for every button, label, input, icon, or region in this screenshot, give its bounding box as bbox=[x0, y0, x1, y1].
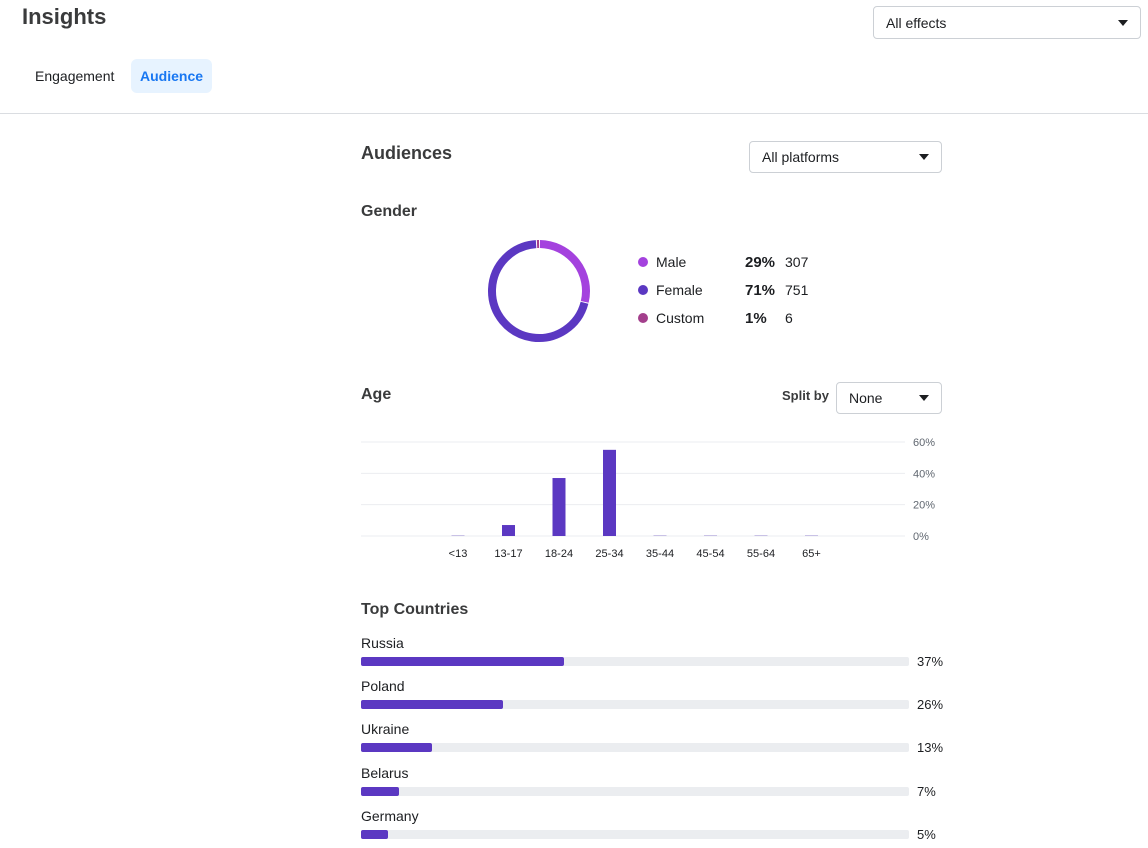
country-name: Ukraine bbox=[361, 721, 409, 737]
age-bar-chart: 60% 40% 20% 0% <13 13-17 18-24 25-34 35-44 45-54 5… bbox=[355, 432, 955, 567]
split-by-label: Split by bbox=[782, 388, 829, 403]
country-row: Russia 37% bbox=[361, 635, 951, 675]
legend-count: 751 bbox=[785, 282, 808, 298]
effects-select-value: All effects bbox=[886, 15, 946, 31]
country-bar-fill bbox=[361, 743, 432, 752]
y-tick-label: 20% bbox=[913, 500, 935, 512]
country-name: Poland bbox=[361, 678, 405, 694]
country-name: Belarus bbox=[361, 765, 408, 781]
chevron-down-icon bbox=[919, 154, 929, 160]
y-tick-label: 60% bbox=[913, 437, 935, 449]
x-tick-label: 45-54 bbox=[696, 548, 724, 560]
country-row: Germany 5% bbox=[361, 808, 951, 848]
country-percent: 7% bbox=[917, 784, 936, 799]
platforms-select-value: All platforms bbox=[762, 149, 839, 165]
legend-count: 307 bbox=[785, 254, 808, 270]
country-percent: 26% bbox=[917, 697, 943, 712]
age-bar bbox=[553, 478, 566, 536]
country-bar-fill bbox=[361, 830, 388, 839]
age-bar bbox=[452, 535, 465, 536]
country-name: Germany bbox=[361, 808, 419, 824]
age-bar bbox=[704, 535, 717, 536]
country-bar-fill bbox=[361, 700, 503, 709]
x-tick-label: 25-34 bbox=[595, 548, 623, 560]
x-tick-label: 18-24 bbox=[545, 548, 573, 560]
country-bar-track bbox=[361, 830, 909, 839]
y-tick-label: 0% bbox=[913, 531, 929, 543]
legend-percent: 29% bbox=[745, 254, 785, 271]
legend-label: Male bbox=[656, 254, 745, 270]
y-tick-label: 40% bbox=[913, 468, 935, 480]
country-bar-track bbox=[361, 787, 909, 796]
custom-dot bbox=[638, 313, 648, 323]
country-percent: 5% bbox=[917, 827, 936, 842]
country-bar-fill bbox=[361, 657, 564, 666]
legend-percent: 71% bbox=[745, 282, 785, 299]
legend-item-custom: Custom 1% 6 bbox=[638, 308, 793, 328]
tab-audience[interactable]: Audience bbox=[131, 59, 212, 93]
gender-title: Gender bbox=[361, 203, 417, 221]
donut-slice-male bbox=[540, 244, 586, 302]
gender-donut-chart bbox=[484, 240, 594, 344]
country-percent: 13% bbox=[917, 740, 943, 755]
age-bar bbox=[654, 535, 667, 536]
page-title: Insights bbox=[22, 4, 106, 30]
country-bar-track bbox=[361, 743, 909, 752]
age-bar bbox=[805, 535, 818, 536]
legend-item-female: Female 71% 751 bbox=[638, 280, 808, 300]
platforms-select[interactable]: All platforms bbox=[749, 141, 942, 173]
audiences-title: Audiences bbox=[361, 143, 452, 164]
legend-item-male: Male 29% 307 bbox=[638, 252, 808, 272]
country-row: Belarus 7% bbox=[361, 765, 951, 805]
tab-engagement[interactable]: Engagement bbox=[23, 59, 126, 93]
x-tick-label: 55-64 bbox=[747, 548, 775, 560]
country-row: Poland 26% bbox=[361, 678, 951, 718]
legend-label: Female bbox=[656, 282, 745, 298]
age-title: Age bbox=[361, 386, 391, 404]
male-dot bbox=[638, 257, 648, 267]
country-bar-track bbox=[361, 700, 909, 709]
split-by-value: None bbox=[849, 390, 882, 406]
legend-percent: 1% bbox=[745, 310, 785, 327]
country-percent: 37% bbox=[917, 654, 943, 669]
x-tick-label: 65+ bbox=[802, 548, 821, 560]
x-tick-label: 35-44 bbox=[646, 548, 674, 560]
country-row: Ukraine 13% bbox=[361, 721, 951, 761]
chevron-down-icon bbox=[1118, 20, 1128, 26]
age-bar bbox=[755, 535, 768, 536]
country-bar-fill bbox=[361, 787, 399, 796]
legend-label: Custom bbox=[656, 310, 745, 326]
effects-select[interactable]: All effects bbox=[873, 6, 1141, 39]
split-by-select[interactable]: None bbox=[836, 382, 942, 414]
countries-title: Top Countries bbox=[361, 601, 468, 619]
female-dot bbox=[638, 285, 648, 295]
country-bar-track bbox=[361, 657, 909, 666]
country-name: Russia bbox=[361, 635, 404, 651]
age-bar bbox=[603, 450, 616, 536]
legend-count: 6 bbox=[785, 310, 793, 326]
age-bar bbox=[502, 525, 515, 536]
x-tick-label: 13-17 bbox=[494, 548, 522, 560]
x-tick-label: <13 bbox=[449, 548, 468, 560]
chevron-down-icon bbox=[919, 395, 929, 401]
insights-header: Insights All effects Engagement Audience bbox=[0, 0, 1148, 114]
